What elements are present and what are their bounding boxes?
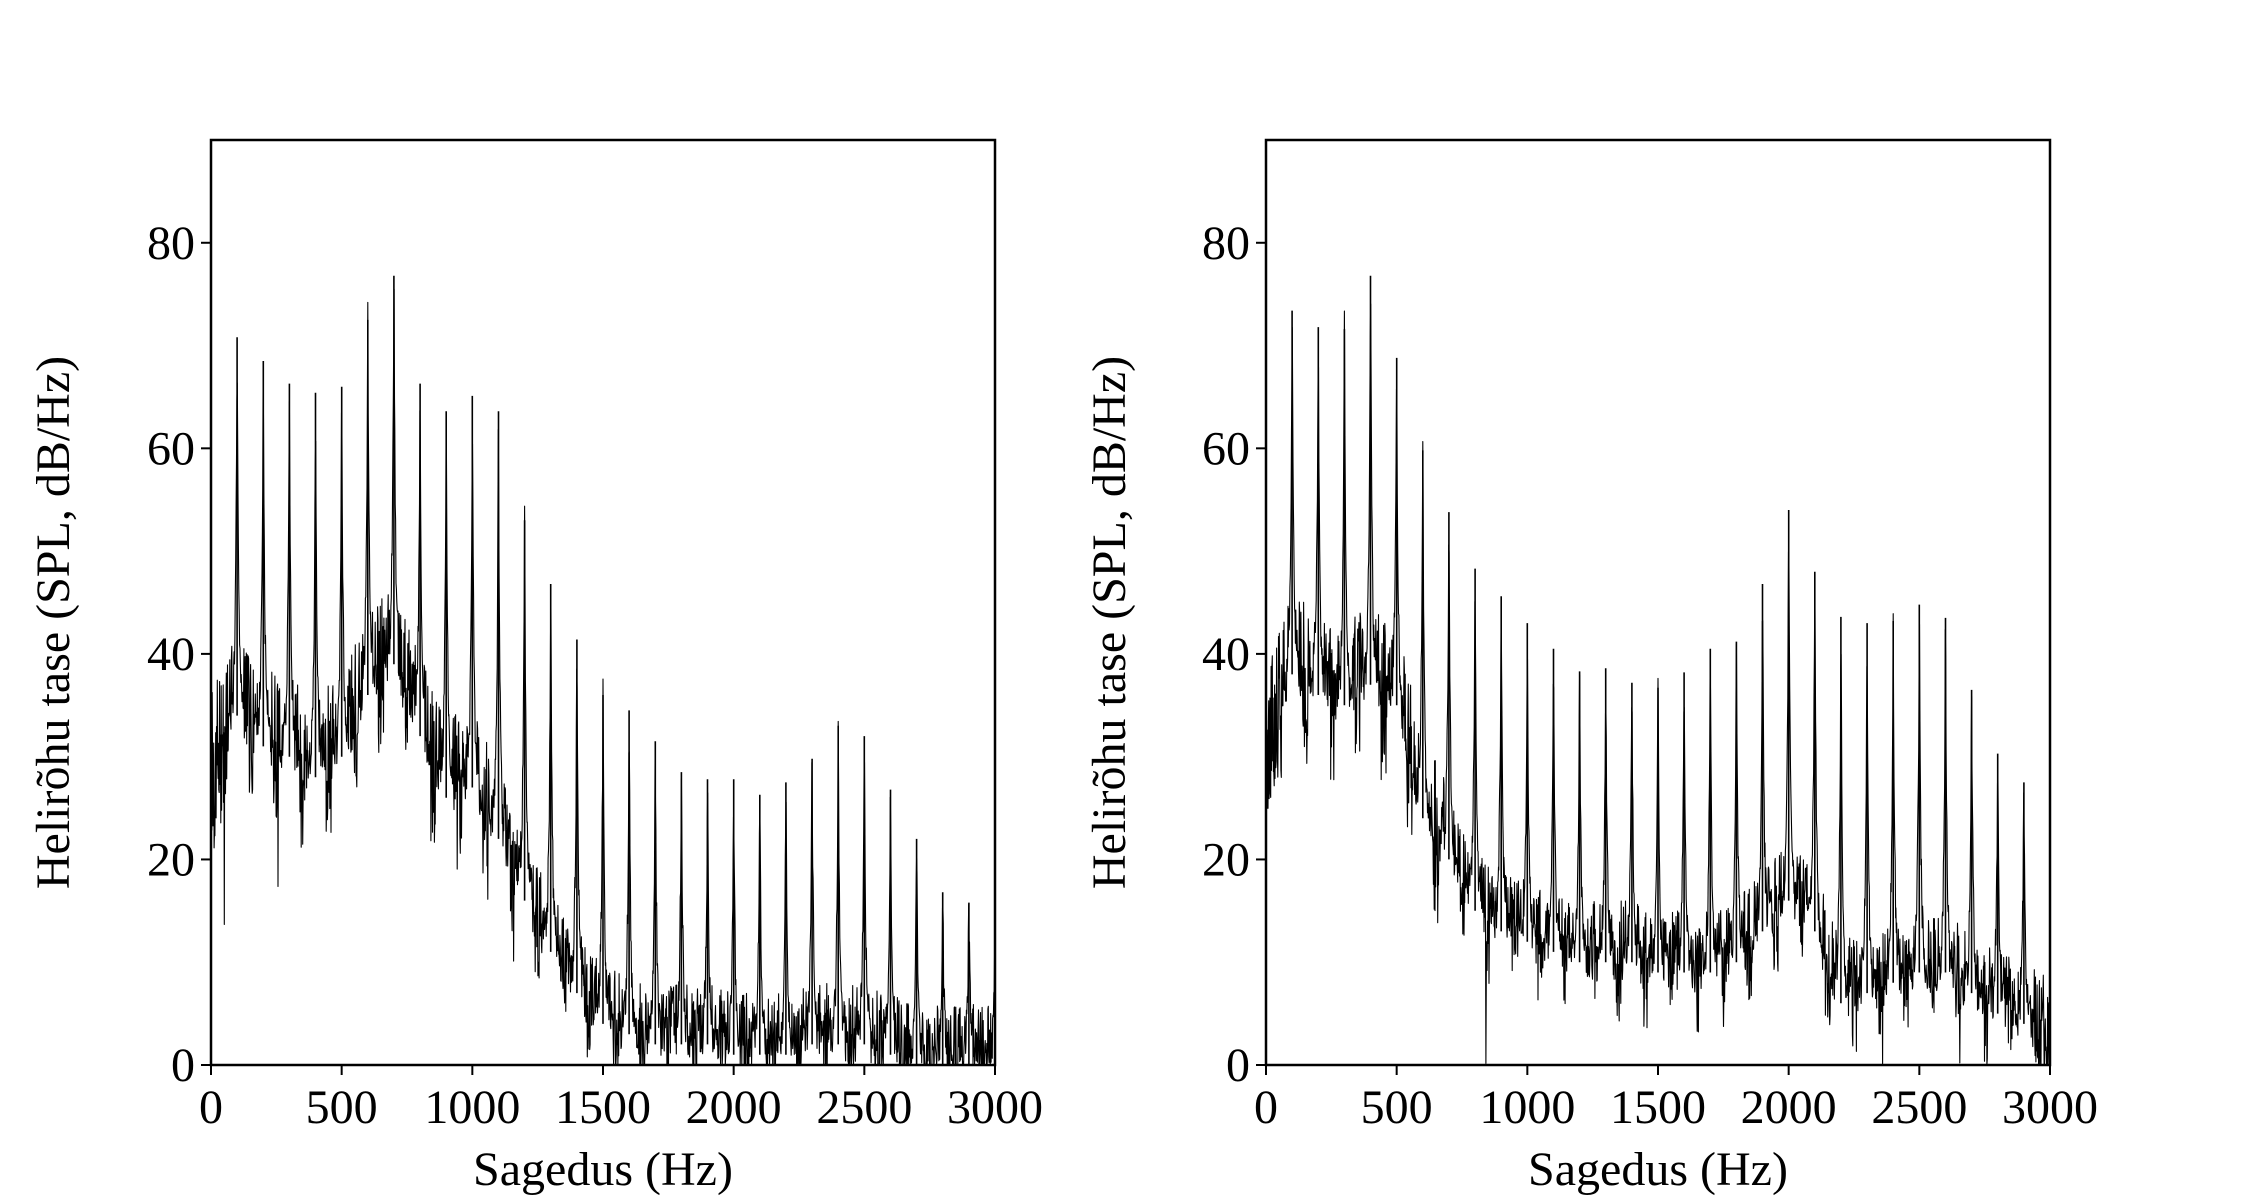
y-tick-label: 60: [147, 422, 195, 475]
x-tick-label: 2000: [686, 1081, 782, 1134]
y-tick-label: 20: [1202, 833, 1250, 886]
x-tick-label: 1000: [1479, 1081, 1575, 1134]
y-tick-label: 60: [1202, 422, 1250, 475]
y-tick-label: 0: [171, 1039, 195, 1092]
y-tick-label: 0: [1226, 1039, 1250, 1092]
x-tick-label: 0: [1254, 1081, 1278, 1134]
chart-panel-left: 0 500 1000 1500 2000 2500 3000 0 20 40 60 80 Sagedus…: [27, 138, 1043, 1196]
x-tick-label: 1500: [555, 1081, 651, 1134]
x-axis-label: Sagedus (Hz): [473, 1143, 733, 1196]
x-tick-label: 3000: [947, 1081, 1043, 1134]
y-tick-label: 80: [147, 217, 195, 270]
y-axis-label: Helirõhu tase (SPL, dB/Hz): [27, 356, 80, 889]
x-tick-label: 2000: [1741, 1081, 1837, 1134]
chart-panel-right: 0 500 1000 1500 2000 2500 3000 0 20 40 60 80 Sagedus…: [1083, 138, 2098, 1196]
x-tick-label: 2500: [1871, 1081, 1967, 1134]
x-tick-label: 2500: [816, 1081, 912, 1134]
x-tick-label: 1000: [424, 1081, 520, 1134]
y-tick-label: 20: [147, 833, 195, 886]
x-tick-label: 0: [199, 1081, 223, 1134]
x-tick-label: 3000: [2002, 1081, 2098, 1134]
y-tick-label: 40: [147, 628, 195, 681]
x-tick-label: 500: [1361, 1081, 1433, 1134]
y-tick-label: 40: [1202, 628, 1250, 681]
x-tick-label: 1500: [1610, 1081, 1706, 1134]
x-tick-label: 500: [306, 1081, 378, 1134]
y-tick-label: 80: [1202, 217, 1250, 270]
x-axis-label: Sagedus (Hz): [1528, 1143, 1788, 1196]
y-axis-label: Helirõhu tase (SPL, dB/Hz): [1083, 356, 1136, 889]
